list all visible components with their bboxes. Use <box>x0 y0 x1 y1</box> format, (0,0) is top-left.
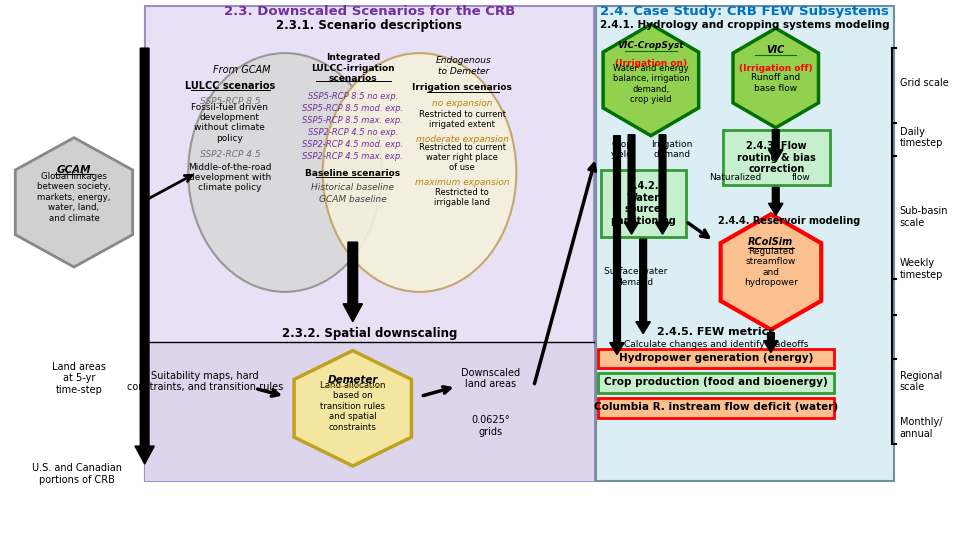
Text: Restricted to current
water right place
of use: Restricted to current water right place … <box>418 143 505 172</box>
Bar <box>601 170 686 237</box>
Text: 2.3.2. Spatial downscaling: 2.3.2. Spatial downscaling <box>282 327 456 340</box>
Text: 2.4.4. Reservoir modeling: 2.4.4. Reservoir modeling <box>717 216 860 226</box>
Text: Downscaled
land areas: Downscaled land areas <box>460 368 520 389</box>
Text: Weekly
timestep: Weekly timestep <box>900 258 943 280</box>
Text: Grid scale: Grid scale <box>900 78 948 88</box>
Text: Water and energy
balance, irrigation
demand,
crop yield: Water and energy balance, irrigation dem… <box>612 64 690 104</box>
Text: SSP5-RCP 8.5 no exp.: SSP5-RCP 8.5 no exp. <box>308 92 398 101</box>
FancyArrow shape <box>655 135 669 234</box>
Text: 2.4.5. FEW metrics: 2.4.5. FEW metrics <box>657 326 775 337</box>
Text: Demeter: Demeter <box>328 375 378 386</box>
Polygon shape <box>604 24 699 136</box>
Bar <box>598 373 834 393</box>
Text: (Irrigation on): (Irrigation on) <box>615 59 687 68</box>
FancyArrow shape <box>769 130 783 162</box>
Text: LULCC scenarios: LULCC scenarios <box>184 81 275 91</box>
Polygon shape <box>15 137 133 267</box>
Text: SSP2-RCP 4.5 mod. exp.: SSP2-RCP 4.5 mod. exp. <box>302 140 403 149</box>
Text: Middle-of-the-road
development with
climate policy: Middle-of-the-road development with clim… <box>188 163 271 192</box>
Text: Hydropower generation (energy): Hydropower generation (energy) <box>619 352 813 362</box>
FancyArrow shape <box>135 48 155 464</box>
Text: Monthly/
annual: Monthly/ annual <box>900 417 943 439</box>
Bar <box>144 342 594 481</box>
Text: 2.3.1. Scenario descriptions: 2.3.1. Scenario descriptions <box>276 19 462 32</box>
Text: 2.4.2.
Water
source
partitioning: 2.4.2. Water source partitioning <box>610 181 676 226</box>
Text: 2.4.1. Hydrology and cropping systems modeling: 2.4.1. Hydrology and cropping systems mo… <box>600 20 890 30</box>
Text: Regulated
streamflow
and
hydropower: Regulated streamflow and hydropower <box>744 247 797 287</box>
Polygon shape <box>733 28 818 128</box>
Text: Baseline scenarios: Baseline scenarios <box>306 169 400 178</box>
Text: VIC: VIC <box>767 45 785 55</box>
Text: Daily
timestep: Daily timestep <box>900 127 943 148</box>
Text: SSP5-RCP 8.5 mod. exp.: SSP5-RCP 8.5 mod. exp. <box>302 104 403 113</box>
Text: Suitability maps, hard
constraints, and transition rules: Suitability maps, hard constraints, and … <box>126 371 283 392</box>
Bar <box>724 130 830 185</box>
Text: Restricted to
irrigable land: Restricted to irrigable land <box>435 187 490 207</box>
Bar <box>598 398 834 418</box>
Text: SSP2-RCP 4.5: SSP2-RCP 4.5 <box>200 150 260 159</box>
Text: SSP5-RCP 8.5 max. exp.: SSP5-RCP 8.5 max. exp. <box>303 117 403 125</box>
Text: 2.3. Downscaled Scenarios for the CRB: 2.3. Downscaled Scenarios for the CRB <box>223 5 515 18</box>
Text: SSP2-RCP 4.5 no exp.: SSP2-RCP 4.5 no exp. <box>308 128 398 137</box>
Text: Restricted to current
irrigated extent: Restricted to current irrigated extent <box>418 110 505 129</box>
Bar <box>598 349 834 368</box>
Ellipse shape <box>188 53 382 292</box>
Text: Endogenous
to Demeter: Endogenous to Demeter <box>436 56 492 76</box>
Text: 0.0625°
grids: 0.0625° grids <box>471 416 510 437</box>
Text: VIC-CropSyst: VIC-CropSyst <box>618 41 684 49</box>
Text: Land allocation
based on
transition rules
and spatial
constraints: Land allocation based on transition rule… <box>320 381 386 432</box>
Text: Land areas
at 5-yr
time-step: Land areas at 5-yr time-step <box>52 362 106 395</box>
Text: no expansion: no expansion <box>432 99 493 108</box>
Text: SSP5-RCP 8.5: SSP5-RCP 8.5 <box>200 97 260 106</box>
Text: Calculate changes and identify tradeoffs: Calculate changes and identify tradeoffs <box>624 340 808 349</box>
Text: SSP2-RCP 4.5 max. exp.: SSP2-RCP 4.5 max. exp. <box>303 152 403 161</box>
FancyArrow shape <box>343 242 363 322</box>
Text: 2.4. Case Study: CRB FEW Subsystems: 2.4. Case Study: CRB FEW Subsystems <box>601 5 889 18</box>
Text: Irrigation scenarios: Irrigation scenarios <box>413 83 512 92</box>
FancyArrow shape <box>625 135 639 234</box>
Text: From GCAM: From GCAM <box>213 65 270 75</box>
Text: Sub-basin
scale: Sub-basin scale <box>900 206 948 228</box>
Text: Crop
yield: Crop yield <box>611 140 633 159</box>
Text: (Irrigation off): (Irrigation off) <box>739 63 813 72</box>
Text: Runoff and
base flow: Runoff and base flow <box>752 73 800 93</box>
Bar <box>144 6 594 481</box>
FancyArrow shape <box>764 332 778 353</box>
Polygon shape <box>721 214 821 330</box>
Text: Historical baseline: Historical baseline <box>311 183 394 192</box>
FancyArrow shape <box>769 187 783 215</box>
Text: Columbia R. instream flow deficit (water): Columbia R. instream flow deficit (water… <box>594 402 838 412</box>
Text: Surface water
demand: Surface water demand <box>604 267 668 287</box>
Text: Integrated
LULCC-irrigation
scenarios: Integrated LULCC-irrigation scenarios <box>311 53 394 83</box>
Text: maximum expansion: maximum expansion <box>414 178 509 187</box>
Text: Global linkages
between society,
markets, energy,
water, land,
and climate: Global linkages between society, markets… <box>37 172 111 223</box>
Text: Irrigation
demand: Irrigation demand <box>651 140 693 159</box>
FancyArrow shape <box>609 136 625 354</box>
FancyArrow shape <box>636 239 650 333</box>
Text: moderate expansion: moderate expansion <box>415 135 509 144</box>
Text: GCAM baseline: GCAM baseline <box>319 195 387 204</box>
Bar <box>596 6 894 481</box>
Ellipse shape <box>323 53 517 292</box>
Text: RColSim: RColSim <box>749 237 794 247</box>
Text: GCAM: GCAM <box>56 164 92 175</box>
Text: Fossil-fuel driven
development
without climate
policy: Fossil-fuel driven development without c… <box>191 103 268 143</box>
Text: flow: flow <box>792 173 810 182</box>
Text: Regional
scale: Regional scale <box>900 371 942 392</box>
Text: 2.4.3. Flow
routing & bias
correction: 2.4.3. Flow routing & bias correction <box>737 141 817 174</box>
Polygon shape <box>294 351 412 466</box>
Text: Crop production (food and bioenergy): Crop production (food and bioenergy) <box>604 378 828 387</box>
Text: Naturalized: Naturalized <box>709 173 761 182</box>
Text: U.S. and Canadian
portions of CRB: U.S. and Canadian portions of CRB <box>32 463 122 485</box>
